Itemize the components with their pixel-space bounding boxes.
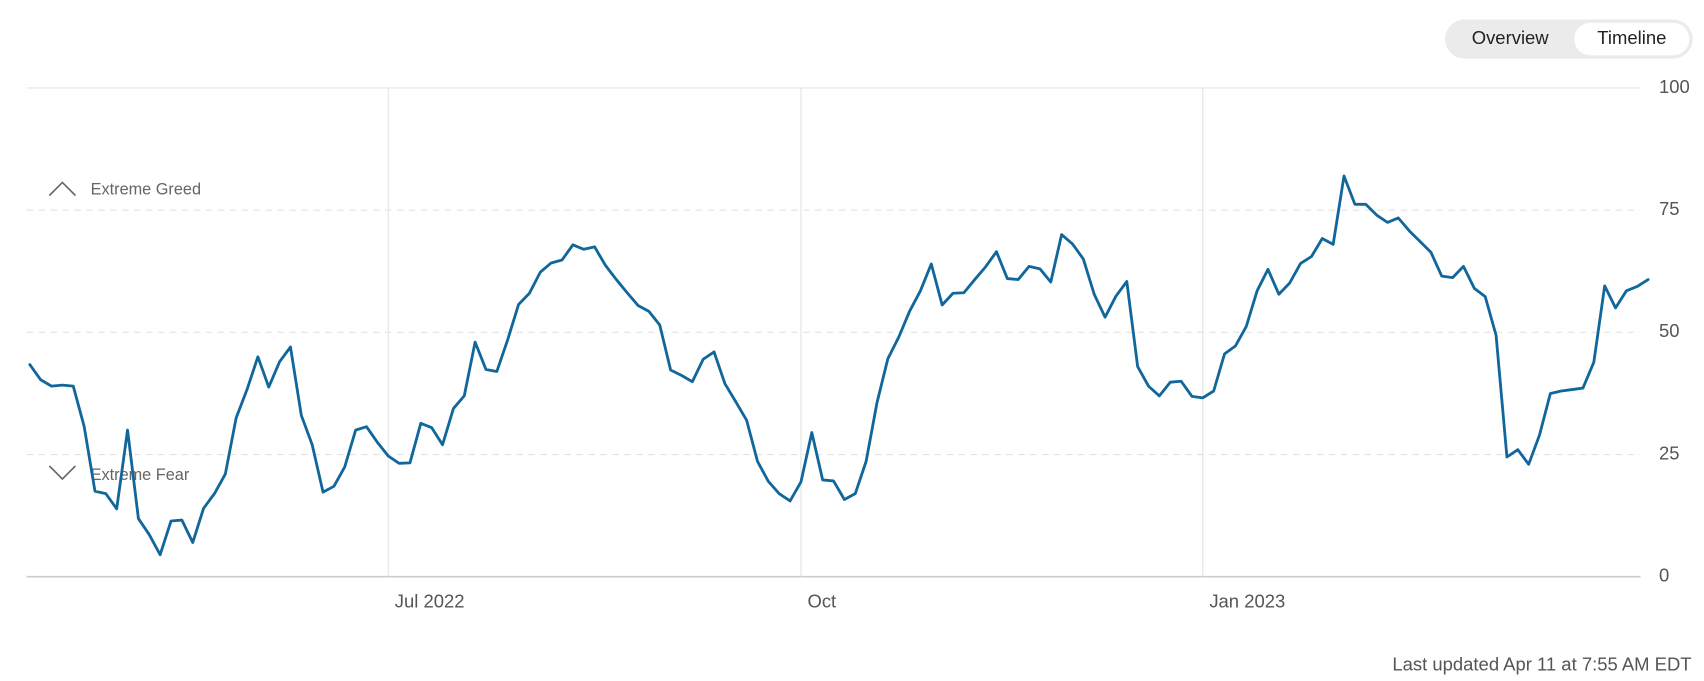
chevron-down	[48, 465, 76, 481]
x-tick-label: Jan 2023	[1209, 591, 1285, 612]
line	[28, 174, 1650, 557]
y-tick-label: 25	[1659, 442, 1680, 463]
grid: 0 25 50 75 100 Jul 2022 Oct Jan 2023	[26, 76, 1690, 612]
view-toggle: Overview Timeline	[1445, 19, 1693, 59]
x-tick-label: Jul 2022	[395, 591, 465, 612]
annotation: Extreme Fear	[91, 466, 190, 484]
timeline-button[interactable]: Timeline	[1597, 27, 1666, 48]
x-tick-label: Oct	[807, 591, 836, 612]
overview-button[interactable]: Overview	[1472, 27, 1550, 48]
y-tick-label: 100	[1659, 76, 1690, 97]
y-tick-label: 75	[1659, 198, 1680, 219]
toggle-active	[1574, 22, 1690, 56]
y-tick-label: 50	[1659, 320, 1680, 341]
annotation: Extreme Greed	[91, 180, 201, 198]
last-updated: Last updated Apr 11 at 7:55 AM EDT	[1392, 654, 1691, 675]
y-tick-label: 0	[1659, 565, 1669, 586]
chevron-up	[48, 181, 76, 197]
plot	[28, 174, 1650, 557]
